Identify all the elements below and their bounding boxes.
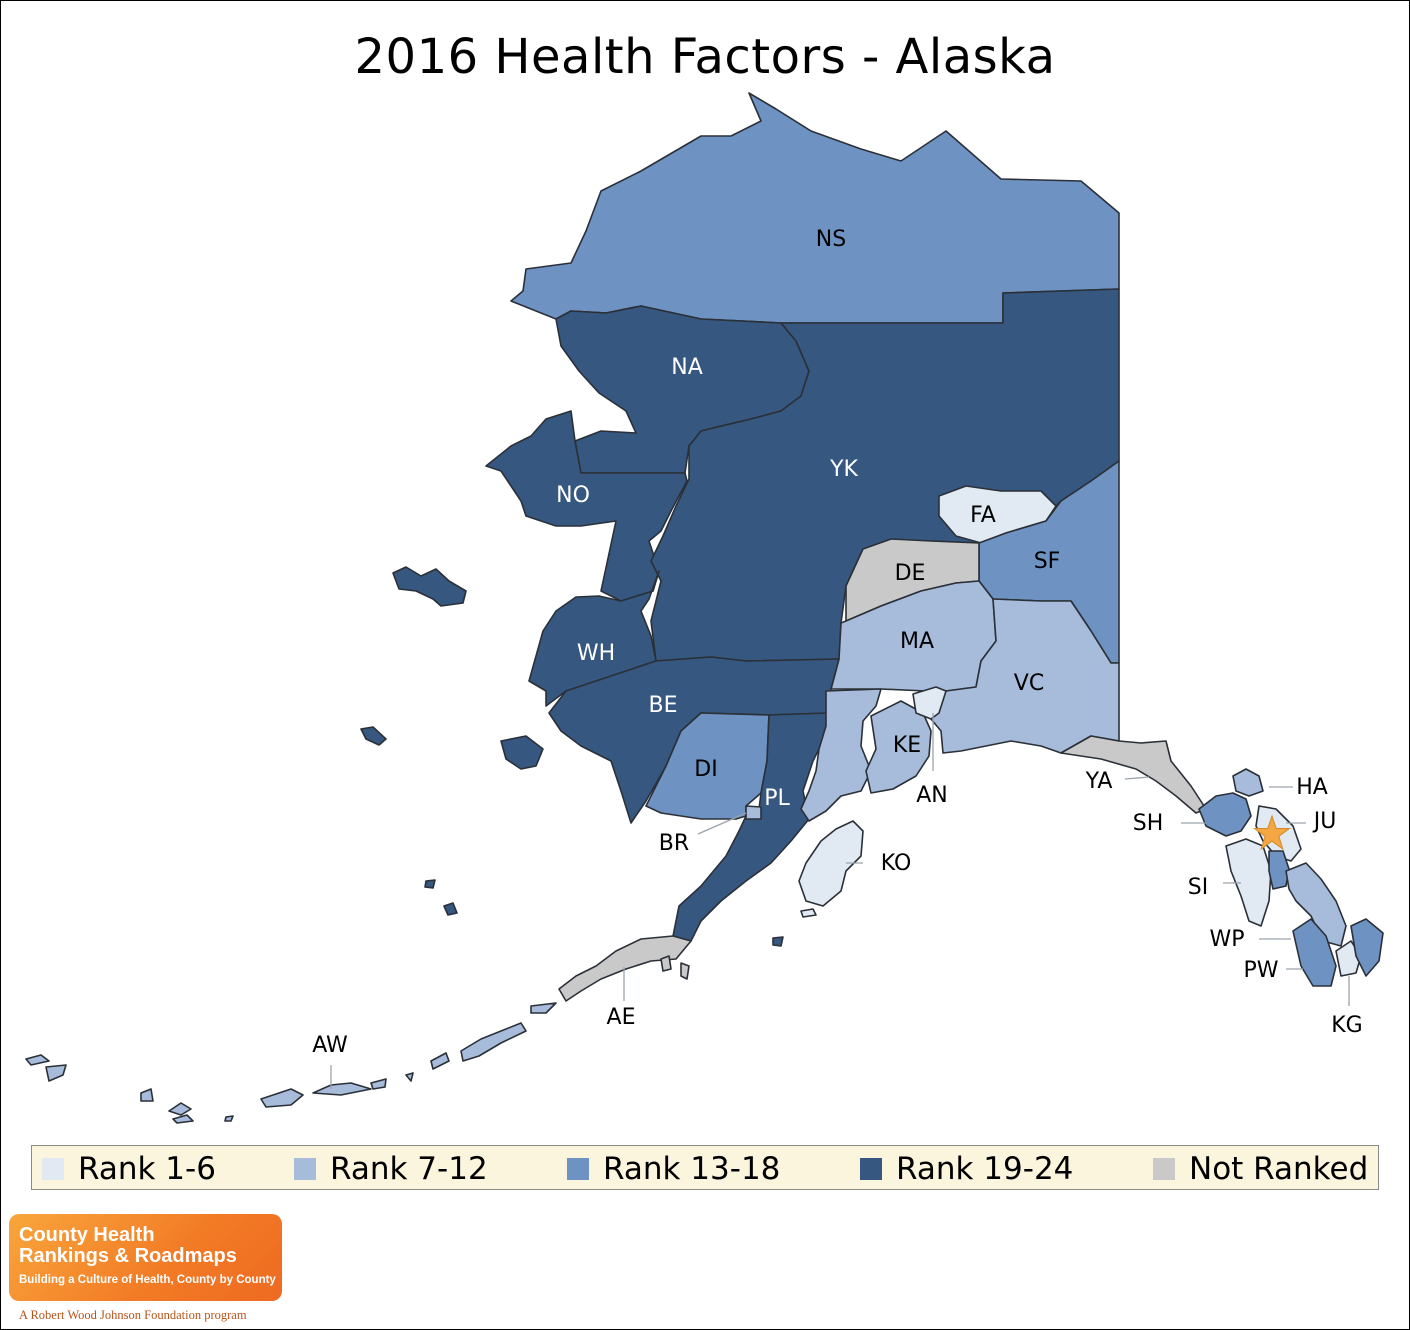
label-YA: YA xyxy=(1085,769,1113,794)
logo-line-1: County Health xyxy=(19,1224,155,1246)
logo-footer: A Robert Wood Johnson Foundation program xyxy=(19,1308,247,1322)
legend-label: Rank 19-24 xyxy=(896,1150,1074,1187)
legend-label: Not Ranked xyxy=(1189,1150,1369,1187)
region-PW-north[interactable] xyxy=(1268,850,1290,890)
region-NO-island[interactable] xyxy=(392,566,467,607)
region-HA[interactable] xyxy=(1232,768,1264,797)
region-NS[interactable] xyxy=(510,92,1120,324)
label-WH: WH xyxy=(577,641,615,666)
label-PL: PL xyxy=(764,786,790,811)
alaska-map: NS NA YK NO FA SF DE MA VC WH BE DI PL K… xyxy=(25,92,1384,1124)
legend-item: Not Ranked xyxy=(1153,1146,1368,1191)
legend-swatch xyxy=(860,1157,882,1180)
region-YA[interactable] xyxy=(1060,735,1207,814)
label-DE: DE xyxy=(895,561,926,586)
region-BE[interactable] xyxy=(548,656,840,824)
map-title: 2016 Health Factors - Alaska xyxy=(354,29,1056,85)
label-KE: KE xyxy=(893,733,921,758)
region-VC[interactable] xyxy=(930,598,1120,754)
label-JU: JU xyxy=(1312,809,1337,834)
label-AN: AN xyxy=(916,783,948,808)
region-AW[interactable] xyxy=(25,1002,557,1124)
label-BR: BR xyxy=(659,831,689,856)
label-NS: NS xyxy=(816,227,846,252)
leader-YA xyxy=(1124,776,1150,780)
label-BE: BE xyxy=(649,693,678,718)
label-HA: HA xyxy=(1296,775,1328,800)
chrr-logo: County Health Rankings & Roadmaps Buildi… xyxy=(9,1214,282,1301)
label-WP: WP xyxy=(1209,927,1244,952)
region-BR[interactable] xyxy=(745,805,762,820)
logo-line-2: Rankings & Roadmaps xyxy=(19,1245,237,1267)
label-AE: AE xyxy=(607,1005,636,1030)
label-SI: SI xyxy=(1188,875,1208,900)
label-KO: KO xyxy=(881,851,912,876)
region-AE-islet2[interactable] xyxy=(680,962,690,980)
region-BE-island2[interactable] xyxy=(360,726,387,746)
region-KO-islet[interactable] xyxy=(800,908,817,918)
label-AW: AW xyxy=(312,1033,348,1058)
label-SH: SH xyxy=(1133,811,1164,836)
region-BE-island[interactable] xyxy=(500,735,544,770)
legend-label: Rank 13-18 xyxy=(603,1150,781,1187)
star-icon xyxy=(1252,814,1292,851)
region-KE[interactable] xyxy=(800,688,882,822)
label-DI: DI xyxy=(694,757,717,782)
region-SH[interactable] xyxy=(1198,792,1252,837)
label-KG: KG xyxy=(1331,1013,1362,1038)
legend: Rank 1-6 Rank 7-12 Rank 13-18 Rank 19-24… xyxy=(31,1145,1379,1190)
legend-label: Rank 1-6 xyxy=(78,1150,216,1187)
region-BE-island3[interactable] xyxy=(424,879,784,947)
label-FA: FA xyxy=(970,503,996,528)
legend-swatch xyxy=(567,1157,589,1180)
region-AE-islet[interactable] xyxy=(660,955,672,972)
legend-item: Rank 19-24 xyxy=(860,1146,1073,1191)
legend-label: Rank 7-12 xyxy=(330,1150,488,1187)
region-WP[interactable] xyxy=(1285,862,1347,947)
label-NA: NA xyxy=(671,355,703,380)
legend-item: Rank 1-6 xyxy=(42,1146,216,1191)
region-KG-east[interactable] xyxy=(1350,918,1384,977)
legend-item: Rank 7-12 xyxy=(294,1146,488,1191)
legend-swatch xyxy=(42,1157,64,1180)
label-NO: NO xyxy=(556,483,590,508)
leader-BR xyxy=(697,812,747,835)
legend-swatch xyxy=(294,1157,316,1180)
label-VC: VC xyxy=(1014,671,1044,696)
label-PW: PW xyxy=(1243,958,1278,983)
label-MA: MA xyxy=(900,629,934,654)
legend-item: Rank 13-18 xyxy=(567,1146,780,1191)
region-KO[interactable] xyxy=(798,820,864,907)
logo-tagline: Building a Culture of Health, County by … xyxy=(19,1274,276,1286)
label-SF: SF xyxy=(1034,549,1061,574)
region-NO[interactable] xyxy=(485,410,688,602)
legend-swatch xyxy=(1153,1157,1175,1180)
region-AE[interactable] xyxy=(558,935,692,1002)
label-YK: YK xyxy=(829,457,858,482)
region-AN[interactable] xyxy=(912,686,947,720)
